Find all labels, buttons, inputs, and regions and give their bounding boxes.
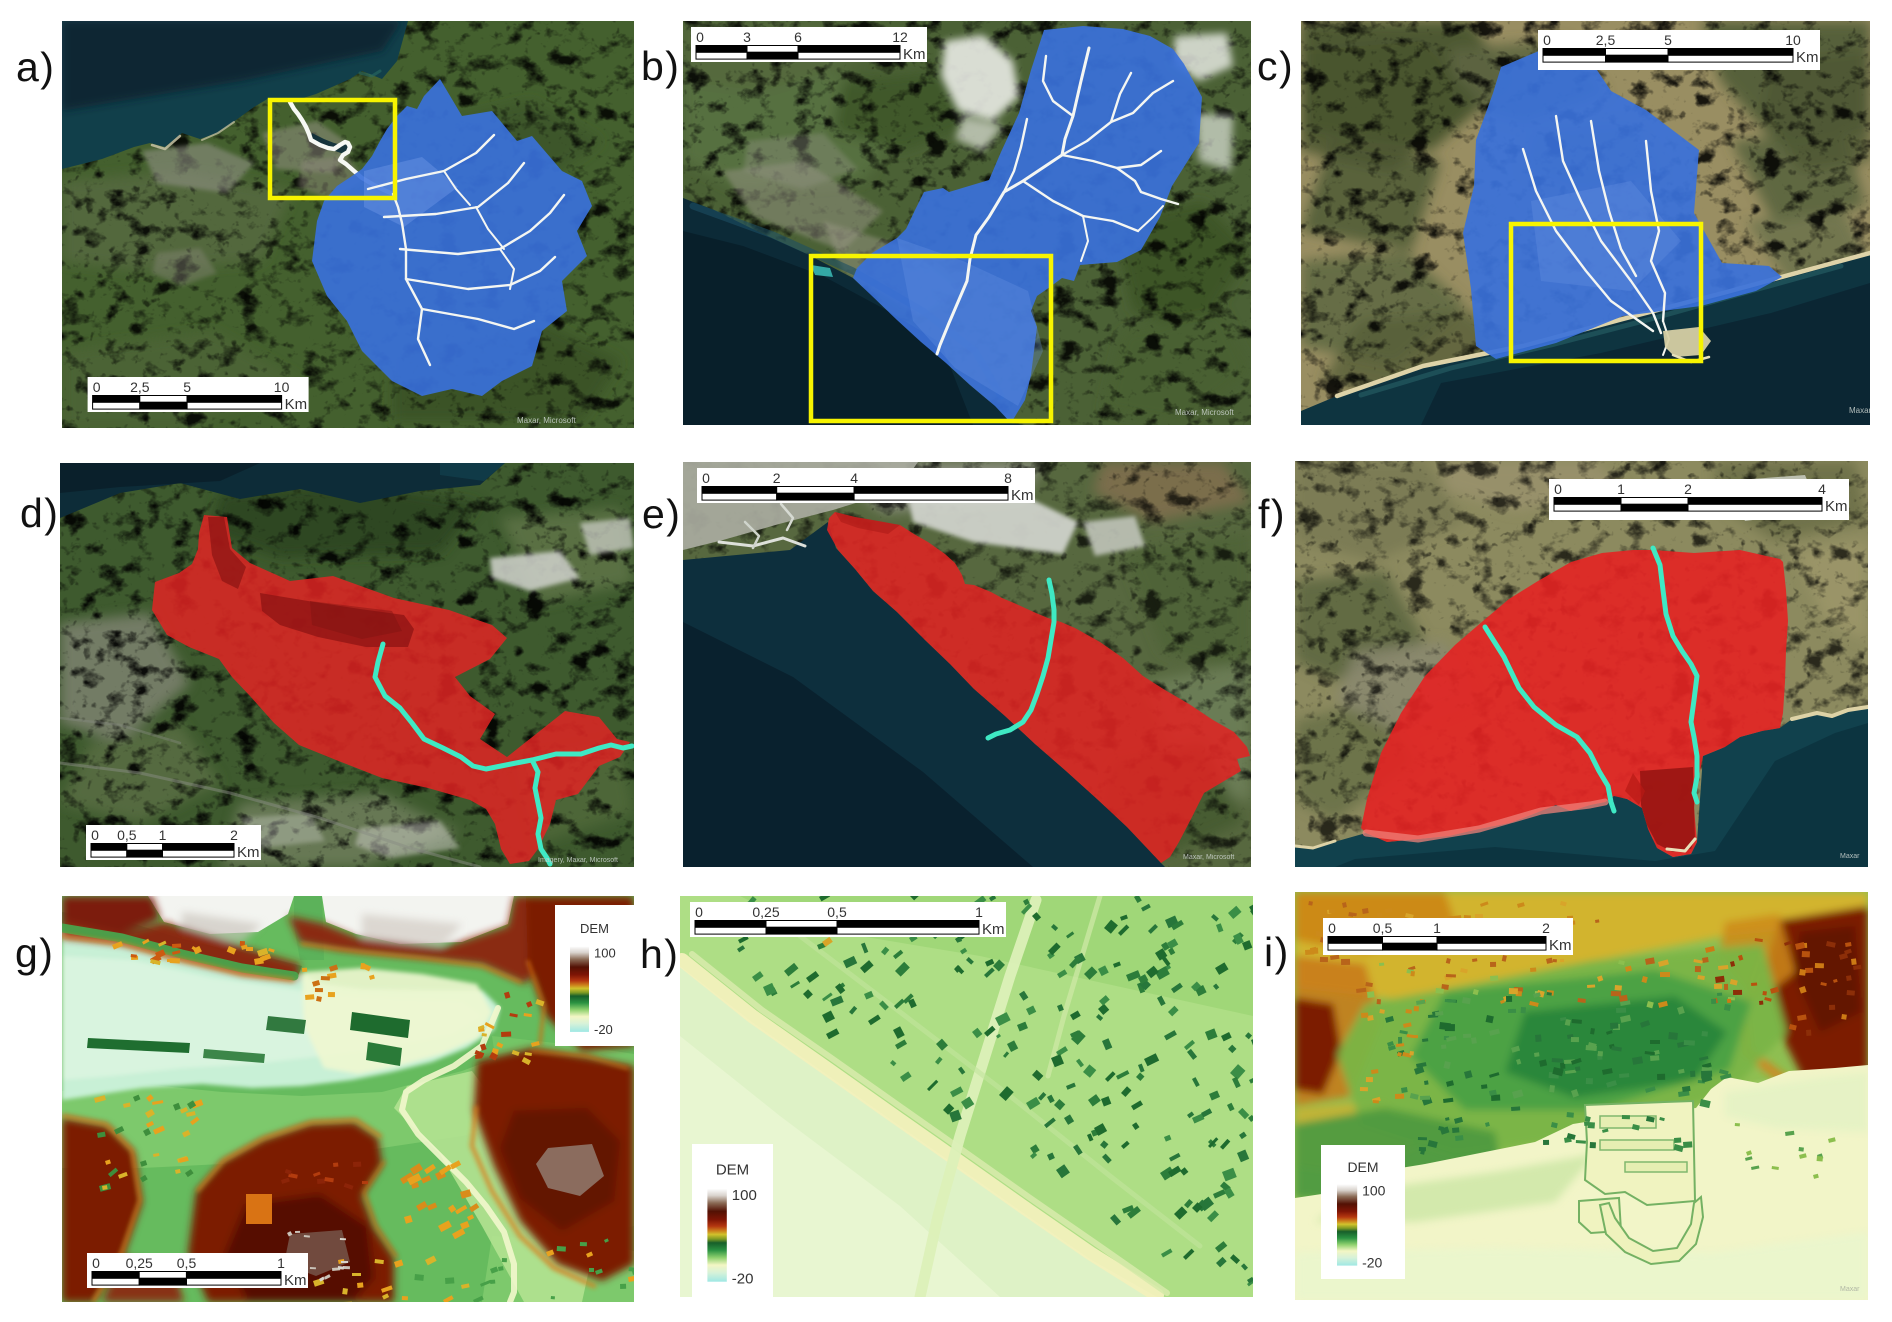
svg-text:0: 0	[1543, 32, 1551, 48]
svg-text:5: 5	[183, 379, 191, 395]
svg-text:Km: Km	[1796, 49, 1819, 66]
svg-text:Maxar, Microsoft: Maxar, Microsoft	[1175, 408, 1234, 417]
svg-text:0: 0	[92, 1255, 100, 1271]
svg-text:Km: Km	[285, 396, 308, 413]
svg-text:Maxar: Maxar	[1840, 853, 1860, 860]
svg-text:Km: Km	[1825, 498, 1848, 515]
svg-text:3: 3	[743, 29, 751, 45]
svg-text:1: 1	[159, 827, 167, 843]
svg-text:0: 0	[1328, 920, 1336, 936]
svg-text:6: 6	[794, 29, 802, 45]
svg-text:Km: Km	[982, 921, 1005, 938]
svg-text:10: 10	[274, 379, 290, 395]
svg-text:10: 10	[1785, 32, 1801, 48]
svg-text:0,25: 0,25	[126, 1255, 153, 1271]
svg-text:8: 8	[1004, 470, 1012, 486]
svg-text:Maxar, Microsoft: Maxar, Microsoft	[517, 416, 576, 425]
svg-text:Km: Km	[237, 844, 260, 861]
svg-text:0: 0	[696, 29, 704, 45]
svg-text:1: 1	[975, 904, 983, 920]
svg-text:0,25: 0,25	[752, 904, 779, 920]
svg-text:Maxar: Maxar	[1840, 1286, 1860, 1293]
svg-text:Km: Km	[284, 1272, 307, 1289]
svg-text:4: 4	[1818, 481, 1826, 497]
svg-text:Maxar, Microsoft: Maxar, Microsoft	[1183, 854, 1234, 861]
svg-text:0: 0	[695, 904, 703, 920]
svg-text:DEM: DEM	[716, 1162, 749, 1179]
svg-text:2: 2	[1684, 481, 1692, 497]
svg-text:DEM: DEM	[580, 921, 609, 936]
svg-text:2: 2	[773, 470, 781, 486]
svg-text:DEM: DEM	[1347, 1159, 1378, 1175]
svg-text:Km: Km	[1549, 937, 1572, 954]
svg-text:Km: Km	[903, 46, 926, 63]
svg-text:-20: -20	[594, 1022, 613, 1037]
svg-text:0,5: 0,5	[1373, 920, 1393, 936]
svg-text:0: 0	[702, 470, 710, 486]
svg-text:100: 100	[1362, 1183, 1386, 1199]
svg-text:12: 12	[892, 29, 908, 45]
svg-text:1: 1	[277, 1255, 285, 1271]
svg-text:1: 1	[1617, 481, 1625, 497]
svg-text:4: 4	[850, 470, 858, 486]
svg-text:-20: -20	[1362, 1255, 1382, 1271]
svg-text:1: 1	[1433, 920, 1441, 936]
svg-text:-20: -20	[732, 1271, 754, 1288]
svg-text:2,5: 2,5	[1596, 32, 1616, 48]
svg-text:100: 100	[732, 1187, 757, 1204]
svg-text:2: 2	[1542, 920, 1550, 936]
svg-text:0: 0	[91, 827, 99, 843]
svg-text:0,5: 0,5	[117, 827, 137, 843]
svg-text:Maxar: Maxar	[1849, 406, 1870, 415]
svg-text:Imagery, Maxar, Microsoft: Imagery, Maxar, Microsoft	[538, 857, 618, 864]
svg-text:0: 0	[93, 379, 101, 395]
svg-text:2: 2	[230, 827, 238, 843]
svg-text:0,5: 0,5	[177, 1255, 197, 1271]
svg-text:0,5: 0,5	[827, 904, 847, 920]
svg-text:2,5: 2,5	[130, 379, 150, 395]
svg-text:0: 0	[1554, 481, 1562, 497]
svg-text:100: 100	[594, 946, 616, 961]
svg-text:Km: Km	[1011, 487, 1034, 504]
svg-text:5: 5	[1664, 32, 1672, 48]
